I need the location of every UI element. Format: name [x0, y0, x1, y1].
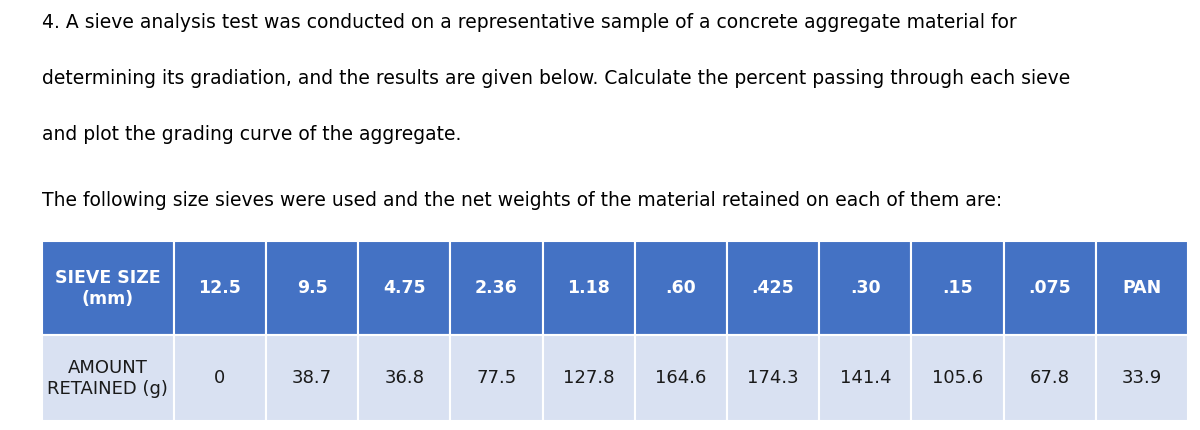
Text: 67.8: 67.8	[1030, 369, 1069, 387]
Bar	[174, 335, 266, 421]
Text: .30: .30	[850, 279, 881, 297]
Text: 36.8: 36.8	[384, 369, 425, 387]
Text: 174.3: 174.3	[748, 369, 799, 387]
Bar	[911, 241, 1003, 335]
Bar	[1003, 335, 1096, 421]
Text: SIEVE SIZE
(mm): SIEVE SIZE (mm)	[55, 269, 161, 307]
Bar	[174, 241, 266, 335]
Bar	[820, 335, 911, 421]
Text: 33.9: 33.9	[1122, 369, 1162, 387]
Text: .075: .075	[1028, 279, 1072, 297]
Bar	[1096, 335, 1188, 421]
Bar	[542, 335, 635, 421]
Bar	[727, 335, 820, 421]
Text: determining its gradiation, and the results are given below. Calculate the perce: determining its gradiation, and the resu…	[42, 69, 1070, 88]
Bar	[727, 241, 820, 335]
Text: .15: .15	[942, 279, 973, 297]
Bar	[450, 241, 542, 335]
Text: 105.6: 105.6	[932, 369, 983, 387]
Bar	[635, 335, 727, 421]
Text: and plot the grading curve of the aggregate.: and plot the grading curve of the aggreg…	[42, 125, 461, 144]
Bar	[911, 335, 1003, 421]
Text: 164.6: 164.6	[655, 369, 707, 387]
Text: 1.18: 1.18	[568, 279, 610, 297]
Text: 127.8: 127.8	[563, 369, 614, 387]
Bar	[635, 241, 727, 335]
Text: 38.7: 38.7	[292, 369, 332, 387]
Text: AMOUNT
RETAINED (g): AMOUNT RETAINED (g)	[48, 359, 168, 398]
Text: 141.4: 141.4	[840, 369, 892, 387]
Text: 9.5: 9.5	[296, 279, 328, 297]
Bar	[1003, 241, 1096, 335]
Text: 4.75: 4.75	[383, 279, 426, 297]
Bar	[1096, 241, 1188, 335]
Text: .60: .60	[666, 279, 696, 297]
Text: 77.5: 77.5	[476, 369, 517, 387]
Text: 4. A sieve analysis test was conducted on a representative sample of a concrete : 4. A sieve analysis test was conducted o…	[42, 13, 1016, 32]
Text: 0: 0	[215, 369, 226, 387]
Text: PAN: PAN	[1122, 279, 1162, 297]
Bar	[266, 241, 358, 335]
Text: .425: .425	[751, 279, 794, 297]
Bar	[42, 241, 174, 335]
Bar	[820, 241, 911, 335]
Bar	[358, 241, 450, 335]
Bar	[450, 335, 542, 421]
Text: 12.5: 12.5	[198, 279, 241, 297]
Bar	[542, 241, 635, 335]
Bar	[42, 335, 174, 421]
Text: The following size sieves were used and the net weights of the material retained: The following size sieves were used and …	[42, 191, 1002, 210]
Text: 2.36: 2.36	[475, 279, 518, 297]
Bar	[358, 335, 450, 421]
Bar	[266, 335, 358, 421]
